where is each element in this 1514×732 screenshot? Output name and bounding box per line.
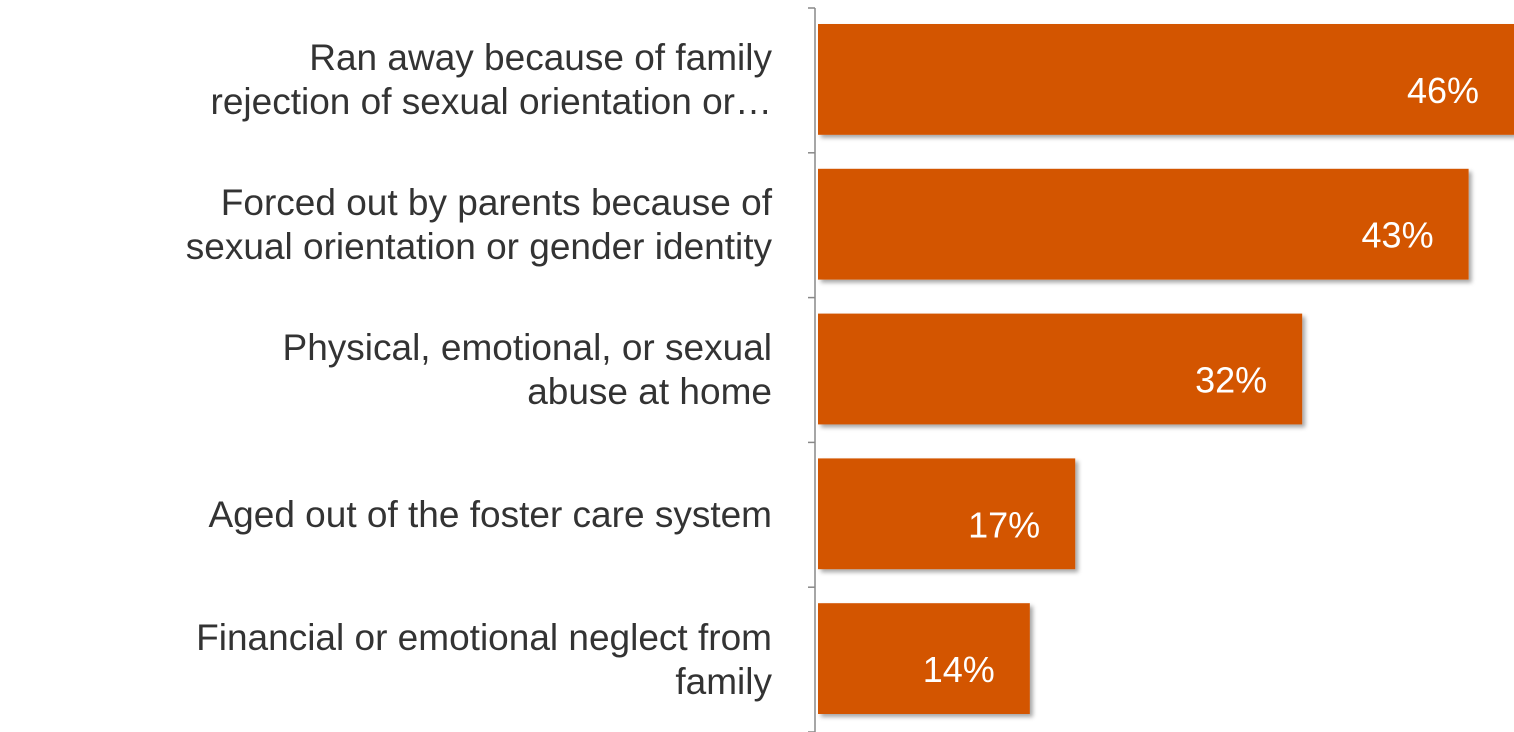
bar <box>818 603 1030 714</box>
value-label: 46% <box>1407 70 1479 111</box>
value-label: 17% <box>968 504 1040 545</box>
bar <box>818 168 1469 280</box>
value-label: 43% <box>1362 215 1434 256</box>
bar <box>818 458 1076 570</box>
bar <box>818 24 1514 135</box>
category-label: Aged out of the foster care system <box>208 493 772 535</box>
bar <box>818 313 1303 425</box>
category-label: Ran away because of family rejection of … <box>210 37 772 123</box>
value-label: 14% <box>923 649 995 690</box>
category-label: Physical, emotional, or sexual abuse at … <box>282 326 772 412</box>
value-label: 32% <box>1195 360 1267 401</box>
category-label: Forced out by parents because of sexual … <box>185 182 772 268</box>
category-label: Financial or emotional neglect from fami… <box>196 616 772 702</box>
